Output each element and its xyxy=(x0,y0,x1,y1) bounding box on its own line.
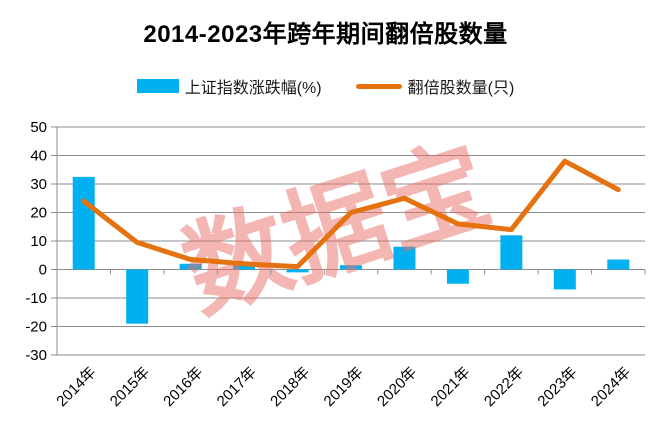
bar-series-swatch-icon xyxy=(136,79,179,93)
y-tick-label: 40 xyxy=(30,148,47,165)
bar-2023年 xyxy=(553,269,576,290)
legend-item-line-series: 翻倍股数量(只) xyxy=(355,74,515,98)
bar-2019年 xyxy=(340,265,362,270)
bar-2016年 xyxy=(179,263,202,270)
y-tick-label: -30 xyxy=(25,347,47,364)
x-tick-label: 2024年 xyxy=(588,364,634,410)
chart-legend: 上证指数涨跌幅(%) 翻倍股数量(只) xyxy=(0,74,651,98)
bar-2015年 xyxy=(126,269,149,324)
bar-2022年 xyxy=(500,235,523,270)
x-tick-label: 2018年 xyxy=(267,364,313,410)
bar-2024年 xyxy=(607,259,630,270)
y-tick-label: 30 xyxy=(30,176,47,193)
x-tick-label: 2022年 xyxy=(481,364,527,410)
x-tick-label: 2023年 xyxy=(534,364,580,410)
bar-series-label: 上证指数涨跌幅(%) xyxy=(184,80,322,97)
y-tick-label: 20 xyxy=(30,205,47,222)
x-tick-label: 2014年 xyxy=(53,364,99,410)
x-tick-label: 2015年 xyxy=(107,364,153,410)
legend-item-bar-series: 上证指数涨跌幅(%) xyxy=(136,74,322,98)
bar-2014年 xyxy=(72,176,95,270)
line-series-label: 翻倍股数量(只) xyxy=(407,80,515,97)
y-tick-label: -10 xyxy=(25,290,47,307)
x-tick-label: 2021年 xyxy=(428,364,474,410)
y-tick-label: 0 xyxy=(39,262,47,279)
chart-title: 2014-2023年跨年期间翻倍股数量 xyxy=(143,21,508,48)
bar-2021年 xyxy=(446,269,469,284)
x-tick-label: 2016年 xyxy=(160,364,206,410)
line-series-swatch-icon xyxy=(355,83,402,89)
y-tick-label: -20 xyxy=(25,319,47,336)
y-tick-label: 50 xyxy=(30,119,47,136)
y-tick-label: 10 xyxy=(30,233,47,250)
bar-2018年 xyxy=(286,269,309,273)
line-series xyxy=(81,158,621,270)
x-tick-label: 2017年 xyxy=(214,364,260,410)
x-tick-label: 2019年 xyxy=(321,364,367,410)
bar-2020年 xyxy=(393,246,416,270)
x-tick-label: 2020年 xyxy=(374,364,420,410)
